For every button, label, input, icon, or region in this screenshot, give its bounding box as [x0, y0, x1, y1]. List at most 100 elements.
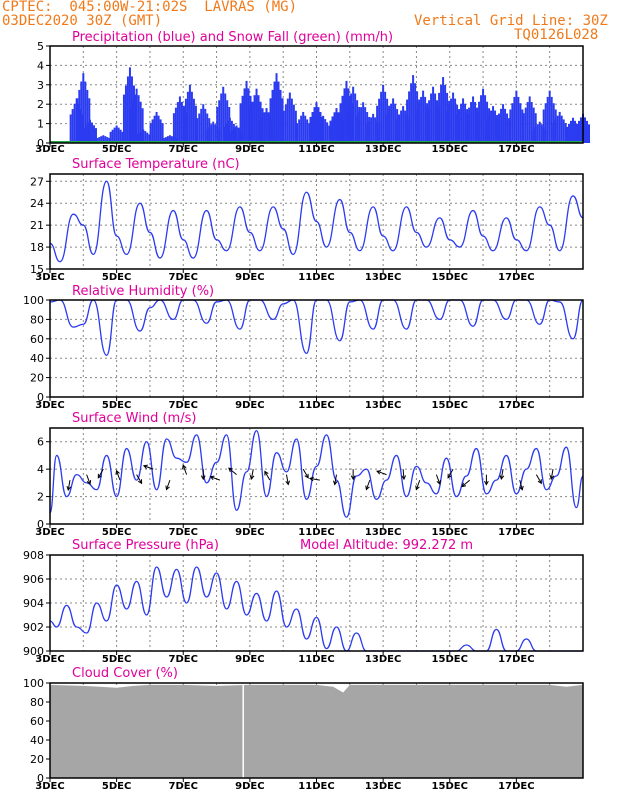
precip-bar: [241, 95, 244, 143]
precip-bar: [92, 125, 95, 143]
wind-arrow-head: [308, 476, 314, 482]
y-tick-label: 100: [23, 294, 44, 307]
precip-bar: [426, 106, 429, 143]
precip-bar: [392, 98, 395, 143]
precip-bar: [464, 103, 467, 143]
y-tick-label: 908: [23, 549, 44, 562]
precip-bar: [263, 112, 266, 143]
precip-bar: [228, 117, 231, 143]
precip-bar: [109, 131, 112, 143]
precip-bar: [90, 122, 93, 143]
wind-arrow: [86, 474, 91, 485]
x-tick-label: 13DEC: [365, 144, 401, 155]
precip-bar: [148, 134, 151, 143]
precip-bar: [273, 81, 276, 143]
y-tick-label: 2: [37, 98, 44, 111]
precip-bar: [341, 95, 344, 143]
precip-bar: [524, 107, 527, 143]
precip-bar: [121, 131, 124, 143]
precip-bar: [239, 103, 242, 143]
precip-bar: [257, 95, 260, 143]
x-tick-label: 9DEC: [235, 781, 264, 792]
x-tick-label: 3DEC: [35, 654, 64, 665]
precip-bar: [452, 92, 455, 143]
precip-bar: [368, 120, 371, 143]
precip-bar: [142, 129, 145, 143]
precip-bar: [76, 98, 79, 143]
precip-bar: [568, 123, 571, 143]
precip-bar: [406, 99, 409, 143]
precip-bar: [386, 114, 389, 143]
cloud-cover-area: [50, 684, 583, 778]
precip-bar: [255, 88, 258, 143]
panel-frame: [49, 299, 584, 398]
precip-bar: [519, 103, 522, 143]
series-line: [49, 566, 583, 652]
wind-arrow: [519, 479, 523, 490]
precip-bar: [394, 103, 397, 143]
precip-bar: [222, 86, 225, 143]
precip-bar: [282, 110, 285, 143]
precip-bar: [458, 109, 461, 143]
precip-bar: [454, 98, 457, 143]
y-tick-label: 0: [37, 137, 44, 150]
precip-bar: [346, 106, 349, 143]
precip-bar: [290, 98, 293, 143]
precip-bar: [466, 113, 469, 143]
x-tick-label: 9DEC: [235, 272, 264, 283]
y-tick-label: 60: [30, 715, 44, 728]
precip-bar: [224, 93, 227, 143]
precip-bar: [508, 118, 511, 143]
precip-bar: [496, 118, 499, 143]
precip-bar: [414, 83, 417, 143]
precip-bar: [204, 108, 207, 143]
precip-bar: [528, 96, 531, 143]
precip-bar: [428, 100, 431, 143]
precip-bar: [138, 132, 141, 143]
precip-bar: [504, 108, 507, 143]
wind-arrow: [415, 479, 421, 490]
precip-bar: [388, 109, 391, 143]
wind-arrow: [116, 470, 121, 481]
precip-bar: [129, 108, 132, 143]
precip-bar: [536, 124, 539, 143]
precip-bar: [490, 110, 493, 143]
precip-bar: [164, 137, 167, 143]
precip-bar: [136, 134, 139, 143]
wind-arrow: [286, 474, 289, 485]
precip-bar: [462, 98, 465, 143]
precip-bar: [542, 109, 545, 143]
precip-bar: [71, 109, 74, 143]
y-tick-label: 100: [23, 677, 44, 690]
precip-bar: [222, 126, 225, 143]
wind-arrow-head: [499, 475, 505, 481]
precip-bar: [509, 109, 512, 143]
precip-bar: [106, 137, 109, 143]
y-tick-label: 24: [30, 197, 44, 210]
x-tick-label: 3DEC: [35, 527, 64, 538]
x-tick-label: 7DEC: [169, 781, 198, 792]
precip-bar: [216, 106, 219, 143]
precip-bar: [155, 111, 158, 143]
precip-bar: [80, 81, 83, 143]
wind-arrow-head: [447, 473, 452, 479]
precip-bar: [190, 91, 193, 143]
y-tick-label: 20: [30, 753, 44, 766]
wind-arrow: [264, 471, 271, 481]
wind-arrow: [136, 474, 143, 484]
precip-bar: [288, 92, 291, 143]
wind-arrow-head: [365, 485, 370, 491]
precip-bar: [168, 135, 171, 143]
y-tick-label: 20: [30, 372, 44, 385]
precip-bar: [100, 136, 103, 143]
precip-bar: [84, 81, 87, 143]
wind-arrow-head: [537, 479, 542, 485]
precip-bar: [73, 103, 76, 143]
wind-arrow: [67, 480, 71, 491]
wind-arrow: [365, 479, 371, 490]
precip-bar: [98, 137, 101, 143]
x-tick-label: 15DEC: [432, 272, 468, 283]
precip-bar: [176, 102, 179, 143]
precip-bar: [398, 114, 401, 143]
wind-arrow: [97, 468, 104, 479]
